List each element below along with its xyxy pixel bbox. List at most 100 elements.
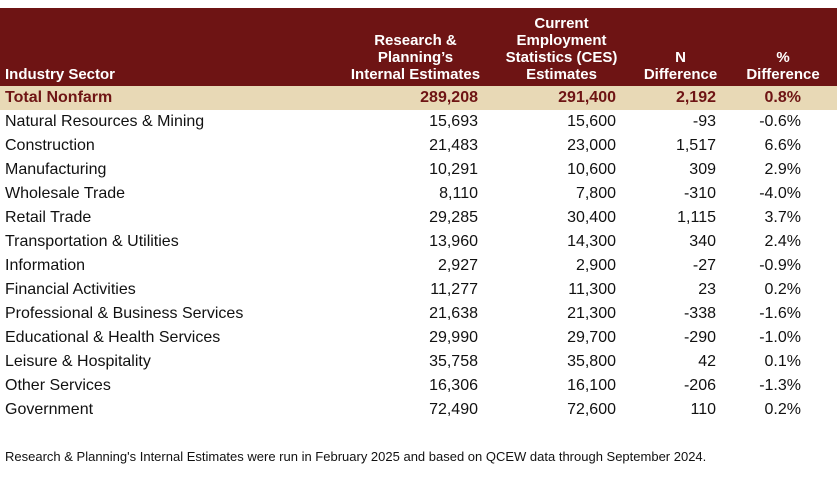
header-n-difference: N Difference <box>632 8 730 86</box>
ces-cell: 15,600 <box>567 113 616 130</box>
total-pct-diff-cell: 0.8% <box>764 89 801 106</box>
internal-cell: 11,277 <box>430 281 478 298</box>
table-body: Total Nonfarm 289,208 291,400 2,192 0.8%… <box>0 86 837 422</box>
table-footnote: Research & Planning's Internal Estimates… <box>5 449 707 464</box>
header-ces-line: Current <box>534 15 589 32</box>
sector-cell: Transportation & Utilities <box>5 233 179 250</box>
internal-cell: 2,927 <box>437 257 478 274</box>
ces-cell: 14,300 <box>567 233 616 250</box>
n-diff-cell: 42 <box>698 353 716 370</box>
table-row: Professional & Business Services 21,638 21… <box>0 302 837 326</box>
sector-cell: Financial Activities <box>5 281 136 298</box>
header-ces-line: Estimates <box>526 66 597 83</box>
ces-cell: 29,700 <box>567 329 616 346</box>
table-row: Natural Resources & Mining 15,693 15,600 -9… <box>0 110 837 134</box>
sector-cell: Government <box>5 401 94 418</box>
internal-cell: 21,483 <box>429 137 478 154</box>
header-internal-line: Research & <box>374 32 457 49</box>
sector-cell: Construction <box>5 137 95 154</box>
pct-diff-cell: 0.1% <box>764 353 801 370</box>
pct-diff-cell: -4.0% <box>759 185 801 202</box>
sector-cell: Manufacturing <box>5 161 107 178</box>
total-ces-cell: 291,400 <box>558 89 616 106</box>
pct-diff-cell: -0.6% <box>759 113 801 130</box>
pct-diff-cell: -1.0% <box>759 329 801 346</box>
internal-cell: 29,285 <box>429 209 478 226</box>
table-row: Manufacturing 10,291 10,600 309 2.9% <box>0 158 837 182</box>
internal-cell: 15,693 <box>429 113 478 130</box>
n-diff-cell: 340 <box>689 233 716 250</box>
n-diff-cell: -338 <box>683 305 716 322</box>
internal-cell: 29,990 <box>429 329 478 346</box>
pct-diff-cell: 6.6% <box>764 137 801 154</box>
pct-diff-cell: 2.9% <box>764 161 801 178</box>
header-n-line: N <box>675 49 686 66</box>
table-row: Information 2,927 2,900 -27 -0.9% <box>0 254 837 278</box>
table-row: Retail Trade 29,285 30,400 1,115 3.7% <box>0 206 837 230</box>
table-row: Leisure & Hospitality 35,758 35,800 42 0.1% <box>0 350 837 374</box>
ces-cell: 2,900 <box>575 257 616 274</box>
ces-cell: 7,800 <box>575 185 616 202</box>
ces-cell: 30,400 <box>567 209 616 226</box>
ces-cell: 35,800 <box>567 353 616 370</box>
internal-cell: 10,291 <box>429 161 478 178</box>
n-diff-cell: -206 <box>683 377 716 394</box>
header-ces-estimates: Current Employment Statistics (CES) Esti… <box>492 8 632 86</box>
table-row: Transportation & Utilities 13,960 14,300 34… <box>0 230 837 254</box>
internal-cell: 16,306 <box>429 377 478 394</box>
header-internal-line: Internal Estimates <box>350 66 481 83</box>
estimates-table: Industry Sector Research & Planning’s In… <box>0 8 837 422</box>
internal-cell: 8,110 <box>439 185 478 202</box>
pct-diff-cell: 3.7% <box>764 209 801 226</box>
header-industry-sector: Industry Sector <box>5 66 116 83</box>
header-n-line: Difference <box>643 66 718 83</box>
sector-cell: Other Services <box>5 377 111 394</box>
table-row: Wholesale Trade 8,110 7,800 -310 -4.0% <box>0 182 837 206</box>
header-percent-difference: % Difference <box>730 8 837 86</box>
header-pct-line: Difference <box>746 66 820 83</box>
pct-diff-cell: -0.9% <box>759 257 801 274</box>
total-nonfarm-row: Total Nonfarm 289,208 291,400 2,192 0.8% <box>0 86 837 110</box>
header-internal-line: Planning’s <box>377 49 454 66</box>
header-ces-line: Employment <box>516 32 607 49</box>
table-row: Construction 21,483 23,000 1,517 6.6% <box>0 134 837 158</box>
header-row: Industry Sector Research & Planning’s In… <box>0 8 837 86</box>
n-diff-cell: -310 <box>683 185 716 202</box>
n-diff-cell: -27 <box>692 257 716 274</box>
sector-cell: Wholesale Trade <box>5 185 126 202</box>
total-sector-cell: Total Nonfarm <box>5 89 113 106</box>
ces-cell: 11,300 <box>568 281 616 298</box>
n-diff-cell: -290 <box>683 329 716 346</box>
total-internal-cell: 289,208 <box>420 89 478 106</box>
ces-cell: 10,600 <box>567 161 616 178</box>
ces-cell: 72,600 <box>567 401 616 418</box>
pct-diff-cell: -1.6% <box>759 305 801 322</box>
sector-cell: Retail Trade <box>5 209 92 226</box>
ces-cell: 21,300 <box>567 305 616 322</box>
pct-diff-cell: -1.3% <box>759 377 801 394</box>
n-diff-cell: 110 <box>690 401 716 418</box>
internal-cell: 72,490 <box>429 401 478 418</box>
n-diff-cell: 23 <box>698 281 716 298</box>
ces-cell: 23,000 <box>567 137 616 154</box>
sector-cell: Leisure & Hospitality <box>5 353 151 370</box>
sector-cell: Professional & Business Services <box>5 305 244 322</box>
internal-cell: 35,758 <box>429 353 478 370</box>
table-row: Other Services 16,306 16,100 -206 -1.3% <box>0 374 837 398</box>
n-diff-cell: 1,517 <box>675 137 716 154</box>
total-n-diff-cell: 2,192 <box>675 89 716 106</box>
pct-diff-cell: 0.2% <box>764 401 801 418</box>
internal-cell: 21,638 <box>429 305 478 322</box>
pct-diff-cell: 0.2% <box>764 281 801 298</box>
ces-cell: 16,100 <box>567 377 616 394</box>
table-row: Government 72,490 72,600 110 0.2% <box>0 398 837 422</box>
sector-cell: Educational & Health Services <box>5 329 221 346</box>
n-diff-cell: 309 <box>689 161 716 178</box>
table-header: Industry Sector Research & Planning’s In… <box>0 8 837 86</box>
internal-cell: 13,960 <box>429 233 478 250</box>
n-diff-cell: 1,115 <box>677 209 716 226</box>
header-pct-line: % <box>776 49 790 66</box>
n-diff-cell: -93 <box>692 113 716 130</box>
header-ces-line: Statistics (CES) <box>505 49 618 66</box>
